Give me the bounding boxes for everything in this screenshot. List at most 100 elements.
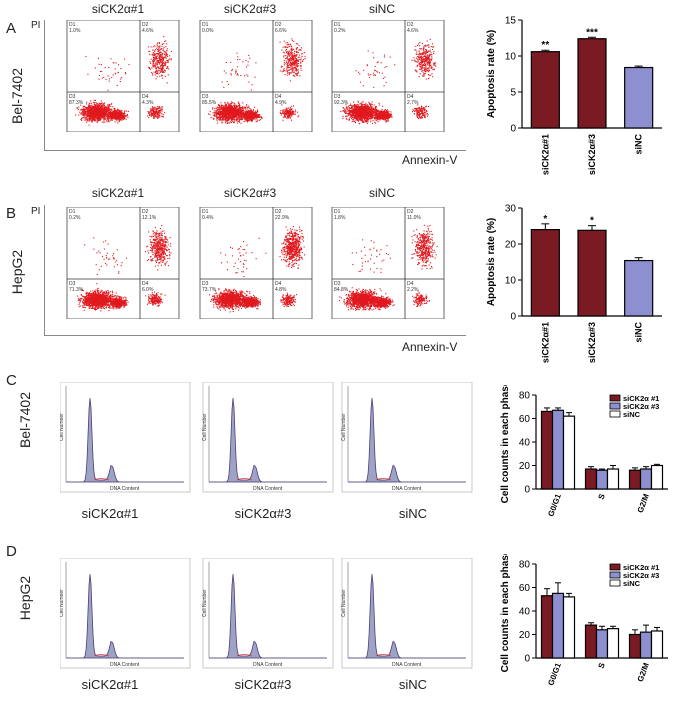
bar [595,469,609,490]
histogram-frame [60,558,191,669]
dna-histogram [209,397,327,483]
y-tick-label: 10 [505,276,517,287]
panel-letter-d: D [6,543,17,560]
cond-b-3: siNC [369,186,395,200]
y-tick-label: 0 [524,485,530,496]
histogram-xlabel: DNA Content [253,662,283,668]
flow-plot-a-3: D1 D2 D3 D4 0.2% 4.6% 92.3% 2.7% [331,20,445,132]
fit-curve [93,478,110,481]
quadrant-q3-value: 85.5% [202,100,217,106]
quadrant-id: D1 [69,22,76,28]
cond-a-1: siCK2α#1 [91,2,145,16]
bar [551,409,565,490]
bar [624,259,654,317]
dna-histogram [209,573,327,659]
panel-letter-a: A [6,20,17,37]
quadrant-id: D3 [69,94,76,100]
bar [624,66,654,129]
dna-histogram [66,397,184,483]
legend-label: siNC [623,410,641,419]
x-tick-label: S [597,661,608,670]
quadrant-q3-value: 71.3% [69,287,84,293]
y-axis-label: Cell counts in each phase [500,554,511,672]
histogram-ylabel: Cell Number [60,413,65,441]
bar [584,468,598,490]
fit-curve [236,654,253,657]
bar [639,468,653,490]
y-tick-label: 0 [510,124,516,135]
y-tick-label: 20 [505,240,517,251]
histogram-ylabel: Cell Number [202,413,208,441]
fit-curve [93,654,110,657]
significance-mark: * [590,216,594,227]
histogram-d-3: DNA Content Cell Number [341,558,473,669]
x-tick-label: siNC [634,134,644,155]
quadrant-id: D3 [202,281,209,287]
flow-plot-b-1: D1 D2 D3 D4 0.2% 12.1% 71.3% 6.0% [66,207,180,319]
quadrant-id: D2 [142,22,149,28]
quadrant-q1-value: 0.2% [334,28,346,34]
legend-swatch [609,571,621,579]
quadrant-id: D4 [142,94,149,100]
y-tick-label: 30 [505,204,517,215]
quadrant-id: D4 [407,281,414,287]
x-tick-label: G0/G1 [546,492,563,518]
histogram-d-1: DNA Content Cell Number [60,558,191,669]
flow-plot-b-3: D1 D2 D3 D4 1.8% 11.0% 84.8% 2.2% [331,207,445,319]
x-tick-label: G2/M [636,661,651,683]
y-tick-label: 40 [519,607,531,618]
histogram-c-3: DNA Content Cell Number [341,382,473,493]
histogram-frame [60,382,191,493]
annexin-label-a: Annexin-V [402,153,458,167]
cond-c-1: siCK2α#1 [81,506,139,521]
x-tick-label: S [597,492,608,501]
quadrant-q3-value: 92.3% [334,100,349,106]
quadrant-q2-value: 6.6% [275,28,287,34]
flow-plots-a: D1 D2 D3 D4 1.0% 4.6% 87.3% 4.3% D1 D2 D3 D4 0.0% 6.… [66,20,445,132]
x-tick-label: G0/G1 [546,661,563,687]
cond-a-2: siCK2α#3 [223,2,277,16]
flow-plot-a-1: D1 D2 D3 D4 1.0% 4.6% 87.3% 4.3% [66,20,180,132]
y-axis-label: Cell counts in each phase [500,385,511,503]
axis-line-a-v [44,20,45,151]
fit-curve [236,478,253,481]
row-label-c: Bel-7402 [17,391,33,449]
quadrant-q2-value: 4.6% [407,28,419,34]
quadrant-id: D2 [142,209,149,215]
y-tick-label: 15 [505,16,517,27]
fit-curve [375,654,392,657]
quadrant-id: D1 [334,209,341,215]
quadrant-q3-value: 87.3% [69,100,84,106]
pi-label-b: PI [31,206,41,217]
quadrant-id: D1 [202,22,209,28]
x-tick-label: siCK2α#3 [587,322,597,363]
flow-plot-a-2: D1 D2 D3 D4 0.0% 6.6% 85.5% 4.9% [199,20,313,132]
quadrant-q2-value: 12.1% [142,215,157,221]
quadrant-id: D2 [407,22,414,28]
bar [577,229,607,317]
quadrant-id: D4 [275,281,282,287]
bar [584,624,598,659]
bar [562,415,576,490]
quadrant-id: D2 [407,209,414,215]
row-label-d: HepG2 [17,575,33,621]
quadrant-id: D4 [142,281,149,287]
legend-label: siCK2α #1 [623,394,659,403]
quadrant-id: D1 [334,22,341,28]
histogram-frame [341,558,473,669]
quadrant-id: D2 [275,22,282,28]
dna-histogram [348,573,466,659]
quadrant-id: D4 [275,94,282,100]
bar [606,468,620,490]
x-tick-label: siNC [634,322,644,343]
bar [628,633,642,659]
y-tick-label: 40 [519,438,531,449]
legend-label: siCK2α #3 [623,571,659,580]
bar [650,464,664,490]
histogram-xlabel: DNA Content [392,486,422,492]
histogram-c-1: DNA Content Cell Number [60,382,191,493]
cond-d-2: siCK2α#3 [234,677,292,692]
axis-line-a [44,150,466,151]
row-label-b: HepG2 [9,249,25,295]
bar [639,631,653,659]
